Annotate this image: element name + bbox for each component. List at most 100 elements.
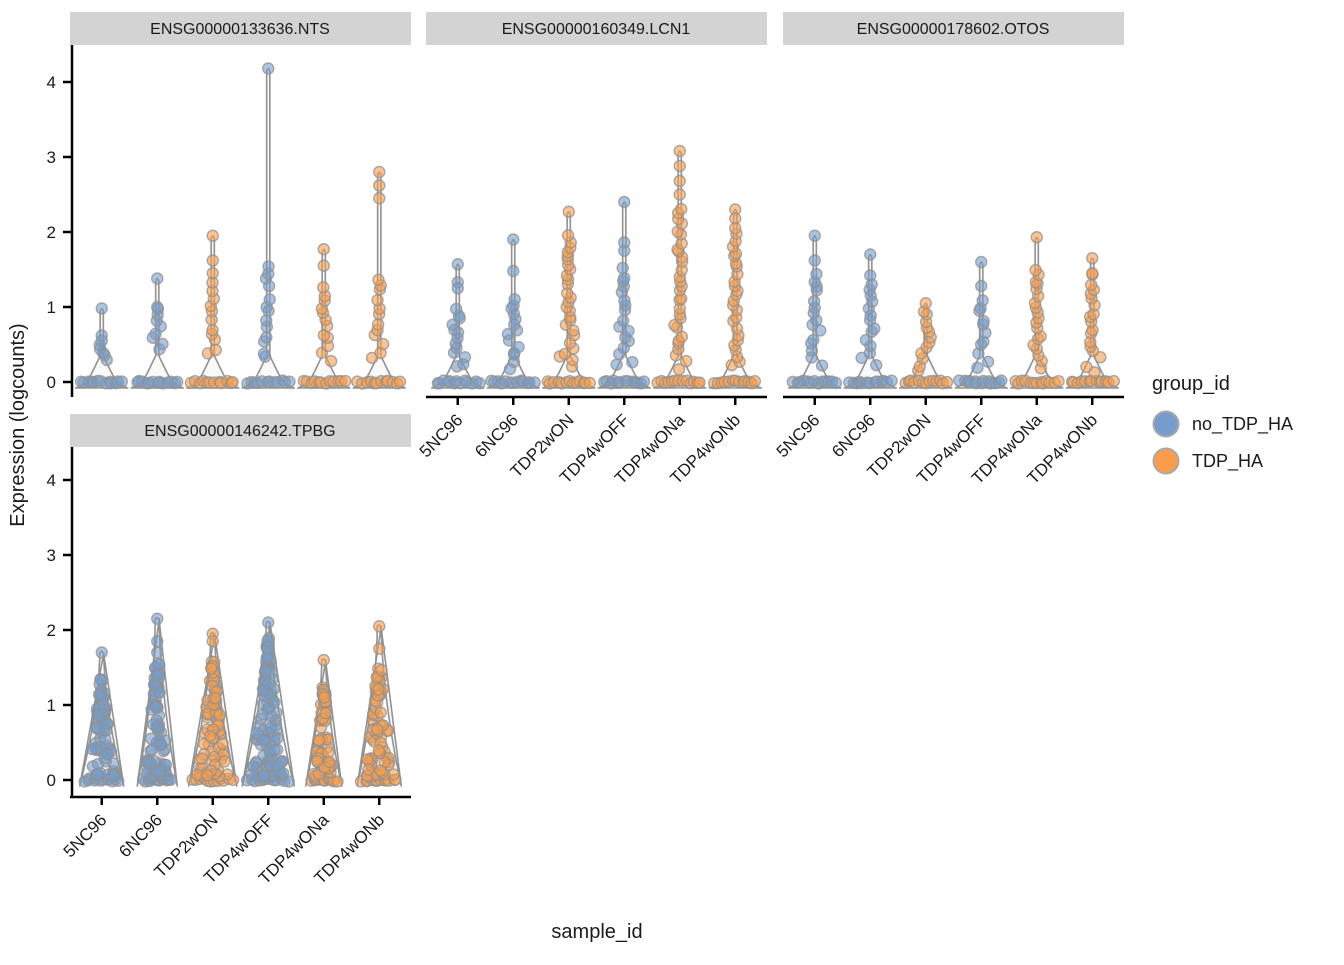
data-point (673, 144, 686, 158)
data-point (153, 686, 166, 699)
legend-label-no-tdp-ha: no_TDP_HA (1192, 414, 1293, 435)
data-point (312, 733, 326, 747)
data-point (617, 314, 630, 327)
data-point (319, 706, 332, 720)
data-point (226, 375, 239, 389)
data-point (451, 258, 464, 271)
data-point (247, 760, 260, 773)
data-point (339, 374, 352, 388)
data-point (393, 375, 407, 388)
data-point (1084, 278, 1098, 292)
data-point (317, 653, 330, 667)
facet-strip-lcn1: ENSG00000160349.LCN1 (426, 12, 767, 45)
data-point (91, 767, 104, 781)
data-point (512, 340, 525, 354)
facet-strip-tpbg: ENSG00000146242.TPBG (70, 414, 411, 447)
data-point (145, 743, 159, 756)
strip-bg (70, 12, 411, 45)
legend-title: group_id (1152, 373, 1230, 395)
facet-title: ENSG00000178602.OTOS (857, 21, 1050, 38)
legend: group_id no_TDP_HA TDP_HA (1152, 373, 1293, 475)
data-point (151, 272, 164, 285)
data-point (373, 165, 386, 179)
y-tick-label: 4 (47, 73, 56, 92)
y-tick-label: 1 (47, 696, 56, 715)
data-point (976, 294, 989, 307)
data-point (115, 375, 129, 388)
data-point (156, 337, 169, 351)
data-point (264, 721, 278, 735)
data-point (90, 722, 104, 736)
data-point (203, 729, 217, 743)
data-point (257, 347, 271, 361)
data-point (362, 763, 375, 776)
data-point (151, 612, 164, 625)
data-point (370, 723, 384, 736)
y-tick-label: 3 (47, 148, 56, 167)
data-point (95, 302, 108, 315)
data-point (92, 708, 106, 722)
data-point (508, 293, 521, 306)
x-tick-label: 5NC96 (416, 410, 467, 461)
data-point (216, 737, 229, 750)
legend-swatch-tdp-ha-icon (1152, 447, 1180, 475)
x-tick-label: 6NC96 (115, 810, 166, 861)
data-point (361, 753, 374, 766)
data-point (981, 355, 995, 368)
data-point (977, 314, 990, 328)
data-point (206, 229, 219, 242)
data-point (618, 271, 631, 285)
data-point (829, 376, 843, 390)
data-point (558, 347, 572, 361)
data-point (147, 718, 160, 731)
y-tick-label: 0 (47, 771, 56, 790)
data-point (149, 701, 163, 714)
data-point (562, 205, 575, 218)
data-point (373, 179, 386, 192)
y-tick-label: 2 (47, 223, 56, 242)
y-tick-label: 3 (47, 546, 56, 565)
data-point (209, 343, 222, 357)
data-point (268, 743, 281, 756)
data-point (371, 294, 384, 307)
data-point (458, 351, 472, 364)
data-point (260, 331, 273, 344)
facet-title: ENSG00000146242.TPBG (144, 423, 335, 440)
strip-bg (426, 12, 767, 45)
data-point (277, 767, 290, 780)
data-point (864, 269, 877, 282)
data-point (263, 293, 276, 306)
data-point (318, 691, 331, 704)
y-tick-label: 4 (47, 471, 56, 490)
data-point (151, 635, 164, 648)
data-point (807, 333, 820, 347)
data-point (372, 273, 385, 287)
data-point (810, 267, 823, 281)
data-point (258, 734, 271, 747)
data-point (92, 688, 106, 701)
data-point (372, 744, 385, 757)
data-point (151, 646, 164, 659)
data-point (213, 708, 226, 722)
data-point (373, 642, 386, 655)
data-point (205, 662, 218, 675)
data-point (311, 754, 324, 768)
data-point (561, 229, 575, 242)
data-point (808, 229, 821, 242)
data-point (1029, 263, 1042, 277)
legend-label-tdp-ha: TDP_HA (1192, 451, 1263, 472)
data-point (1086, 267, 1099, 280)
data-point (507, 233, 520, 246)
data-point (262, 62, 275, 75)
x-tick-label: 5NC96 (773, 410, 824, 461)
data-point (317, 243, 330, 256)
data-point (144, 732, 158, 745)
data-point (807, 295, 821, 308)
data-point (374, 706, 387, 719)
data-point (919, 297, 932, 310)
x-tick-label: 6NC96 (828, 410, 879, 461)
data-point (675, 202, 688, 216)
